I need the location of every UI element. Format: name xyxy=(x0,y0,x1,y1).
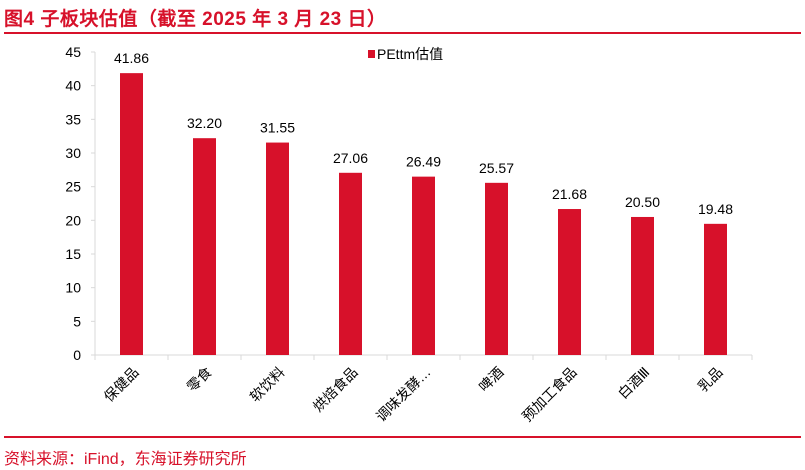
y-axis: 0 5 10 15 20 25 30 35 40 45 xyxy=(65,44,96,363)
bars: 41.86 32.20 31.55 27.06 26.49 25.57 21.68 20.50… xyxy=(114,50,733,355)
data-label: 25.57 xyxy=(479,160,514,176)
data-label: 19.48 xyxy=(698,201,733,217)
source-divider xyxy=(4,436,801,438)
data-label: 21.68 xyxy=(552,186,587,202)
y-tick-label: 30 xyxy=(65,145,81,161)
x-tick-label: 白酒Ⅲ xyxy=(615,364,653,402)
bar xyxy=(193,138,216,355)
bar xyxy=(412,176,435,355)
x-tick-label: 预加工食品 xyxy=(519,364,580,425)
bar xyxy=(266,142,289,355)
y-tick-label: 15 xyxy=(65,246,81,262)
x-axis: 保健品 零食 软饮料 烘焙食品 调味发酵… 啤酒 预加工食品 白酒Ⅲ 乳品 xyxy=(94,354,753,425)
data-label: 20.50 xyxy=(625,194,660,210)
data-label: 41.86 xyxy=(114,50,149,66)
x-tick-label: 啤酒 xyxy=(476,364,507,395)
y-tick-label: 20 xyxy=(65,212,81,228)
bar xyxy=(485,182,508,355)
y-tick-label: 0 xyxy=(73,347,81,363)
x-tick-label: 零食 xyxy=(184,364,215,395)
legend: PEttm估值 xyxy=(368,46,443,62)
x-tick-label: 软饮料 xyxy=(247,364,288,405)
y-tick-label: 40 xyxy=(65,78,81,94)
bar xyxy=(120,73,143,355)
bar xyxy=(339,172,362,355)
legend-label: PEttm估值 xyxy=(377,46,443,62)
bar xyxy=(558,209,581,355)
x-tick-label: 烘焙食品 xyxy=(310,364,361,415)
x-tick-label: 乳品 xyxy=(695,364,726,395)
legend-swatch xyxy=(368,50,375,58)
data-label: 26.49 xyxy=(406,154,441,170)
x-tick-label: 保健品 xyxy=(101,364,142,405)
source-note: 资料来源：iFind，东海证券研究所 xyxy=(4,451,247,468)
bar-chart: 0 5 10 15 20 25 30 35 40 45 保健品 零食 软饮料 烘焙食品 调味发酵… 啤酒 预加… xyxy=(65,44,753,425)
y-tick-label: 25 xyxy=(65,179,81,195)
x-tick-label: 调味发酵… xyxy=(373,364,434,425)
y-tick-label: 5 xyxy=(73,313,81,329)
title-divider xyxy=(4,32,801,34)
y-tick-label: 45 xyxy=(65,44,81,60)
bar xyxy=(704,223,727,355)
bar xyxy=(631,216,654,355)
data-label: 27.06 xyxy=(333,150,368,166)
data-label: 32.20 xyxy=(187,115,222,131)
data-label: 31.55 xyxy=(260,120,295,136)
figure-title: 图4 子板块估值（截至 2025 年 3 月 23 日） xyxy=(4,9,387,30)
y-tick-label: 35 xyxy=(65,111,81,127)
y-tick-label: 10 xyxy=(65,280,81,296)
